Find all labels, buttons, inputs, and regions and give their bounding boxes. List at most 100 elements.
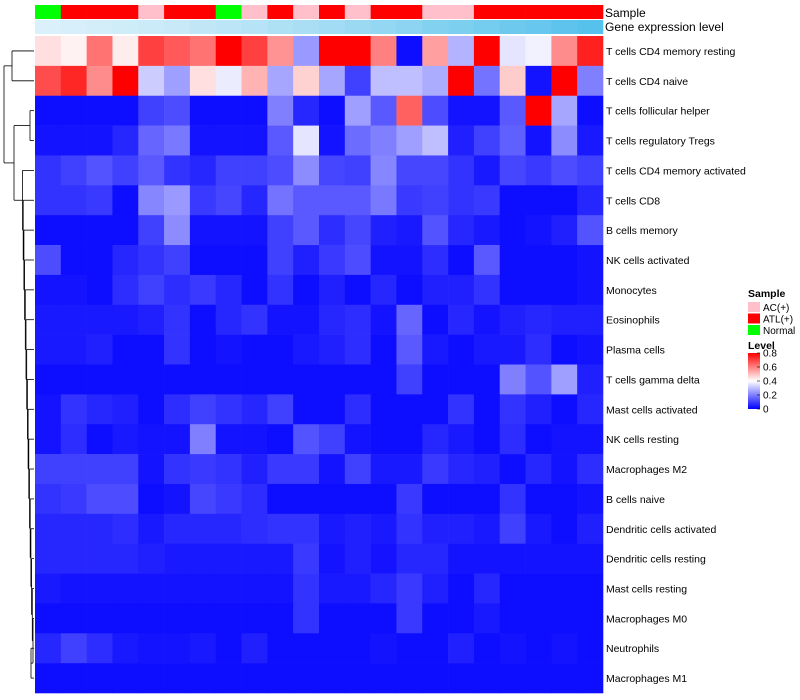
heatmap-cell (189, 394, 217, 425)
heatmap-cell (189, 513, 217, 544)
legend-level-ticks: 0.8 0.6 0.4 0.2 0 (757, 349, 777, 416)
heatmap-cell (241, 125, 268, 156)
heatmap-cell (577, 483, 604, 515)
heatmap-cell (86, 334, 113, 365)
row-label: Dendritic cells resting (606, 554, 706, 566)
heatmap-cell (112, 304, 139, 335)
heatmap-cell (164, 543, 191, 574)
heatmap-cell (86, 483, 113, 515)
heatmap-cell (499, 125, 526, 156)
heatmap-cell (267, 125, 294, 156)
heatmap-cell (215, 633, 242, 664)
sample-annotation-cell (551, 5, 578, 19)
heatmap-cell (35, 663, 62, 694)
sample-annotation-cell (164, 5, 191, 19)
heatmap-cell (499, 394, 526, 425)
heatmap-cell (86, 633, 113, 664)
heatmap-cell (473, 245, 501, 276)
heatmap-cell (215, 454, 242, 485)
heatmap-cell (241, 65, 268, 97)
heatmap-cell (293, 215, 320, 246)
heatmap-cell (577, 95, 604, 126)
heatmap-cell (267, 633, 294, 664)
heatmap-cell (499, 543, 526, 574)
heatmap-cell (396, 334, 423, 365)
heatmap-cell (241, 304, 268, 335)
heatmap-cell (293, 663, 320, 694)
expression-annotation-cell (344, 20, 371, 34)
heatmap-cell (396, 125, 423, 156)
expression-annotation-cell (577, 20, 604, 34)
sample-annotation-cell (267, 5, 294, 19)
heatmap-cell (60, 274, 87, 306)
heatmap-cell (448, 185, 475, 216)
row-label: Macrophages M0 (606, 613, 687, 625)
row-label: NK cells activated (606, 255, 690, 267)
heatmap-cell (422, 424, 449, 455)
heatmap-cell (35, 424, 62, 455)
heatmap-cell (241, 274, 268, 306)
heatmap-cell (344, 304, 371, 335)
heatmap-cell (448, 95, 475, 126)
heatmap-cell (396, 603, 423, 634)
expression-annotation-label: Gene expression level (605, 20, 724, 34)
heatmap-cell (473, 304, 501, 335)
heatmap-cell (370, 424, 397, 455)
heatmap-cell (189, 304, 217, 335)
sample-annotation-cell (344, 5, 371, 19)
heatmap-cell (293, 245, 320, 276)
heatmap-cell (319, 454, 346, 485)
heatmap-cell (293, 543, 320, 574)
heatmap-cell (422, 95, 449, 126)
heatmap-cell (293, 155, 320, 186)
heatmap-cell (189, 633, 217, 664)
heatmap-cell (112, 394, 139, 425)
heatmap-cell (189, 454, 217, 485)
heatmap-cell (138, 454, 165, 485)
heatmap-cell (499, 603, 526, 634)
heatmap-cell (551, 603, 578, 634)
expression-annotation-cell (293, 20, 320, 34)
heatmap-cell (370, 245, 397, 276)
legend-tick-label: 0.6 (763, 363, 777, 374)
heatmap-cell (370, 663, 397, 694)
heatmap-cell (86, 394, 113, 425)
expression-annotation-cell (35, 20, 62, 34)
heatmap-cell (60, 394, 87, 425)
heatmap-cell (241, 215, 268, 246)
heatmap-cell (448, 274, 475, 306)
heatmap-cell (396, 304, 423, 335)
heatmap-cell (35, 483, 62, 515)
sample-annotation-cell (577, 5, 604, 19)
heatmap-cell (267, 65, 294, 97)
heatmap-cell (551, 304, 578, 335)
heatmap-cell (448, 155, 475, 186)
heatmap-cell (422, 394, 449, 425)
heatmap-cell (164, 274, 191, 306)
heatmap-cell (396, 185, 423, 216)
heatmap-cell (422, 513, 449, 544)
heatmap-cell (577, 573, 604, 604)
expression-annotation-cell (551, 20, 578, 34)
heatmap-cell (189, 603, 217, 634)
heatmap-cell (448, 573, 475, 604)
heatmap-cell (319, 36, 346, 67)
heatmap-cell (293, 633, 320, 664)
heatmap-cell (138, 573, 165, 604)
heatmap-cell (370, 274, 397, 306)
heatmap-cell (112, 633, 139, 664)
heatmap-cell (293, 364, 320, 395)
heatmap-cell (35, 573, 62, 604)
heatmap-cell (293, 483, 320, 515)
legend: Sample AC(+)ATL(+)Normal Level 0.8 0.6 0.4… (748, 288, 795, 416)
heatmap-cell (138, 125, 165, 156)
heatmap-cell (86, 543, 113, 574)
heatmap-cell (35, 95, 62, 126)
heatmap-cell (215, 334, 242, 365)
legend-label: ATL(+) (763, 315, 793, 326)
heatmap-cell (60, 185, 87, 216)
heatmap-cell (396, 95, 423, 126)
heatmap-cell (35, 36, 62, 67)
heatmap-cell (60, 454, 87, 485)
row-label: T cells regulatory Tregs (606, 136, 715, 148)
